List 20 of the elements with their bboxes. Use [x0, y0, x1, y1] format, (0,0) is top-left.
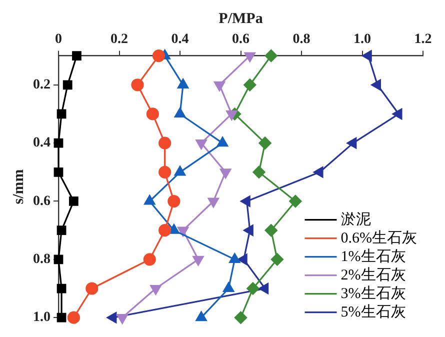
x-tick-label: 0.6: [232, 32, 250, 48]
legend-label: 5%生石灰: [340, 303, 406, 320]
legend-label: 0.6%生石灰: [340, 229, 418, 246]
y-axis-title: s/mm: [10, 168, 27, 204]
x-axis-title: P/MPa: [218, 10, 264, 27]
x-tick-label: 0.4: [171, 32, 189, 48]
y-tick-label: 0.6: [33, 194, 50, 209]
x-tick-label: 1.0: [354, 32, 371, 48]
legend-label: 1%生石灰: [340, 248, 406, 265]
y-tick-label: 0.2: [33, 78, 50, 92]
y-tick-label: 0.8: [33, 252, 50, 268]
legend-label: 2%生石灰: [340, 266, 406, 284]
x-tick-label: 1.2: [414, 32, 432, 48]
y-tick-label: 1.0: [33, 310, 50, 326]
x-tick-label: 0: [55, 32, 62, 48]
x-tick-label: 0.2: [110, 32, 128, 48]
legend-label: 淤泥: [340, 210, 371, 228]
legend-label: 3%生石灰: [340, 284, 406, 302]
y-tick-label: 0.4: [33, 136, 50, 151]
x-tick-label: 0.8: [292, 32, 310, 48]
